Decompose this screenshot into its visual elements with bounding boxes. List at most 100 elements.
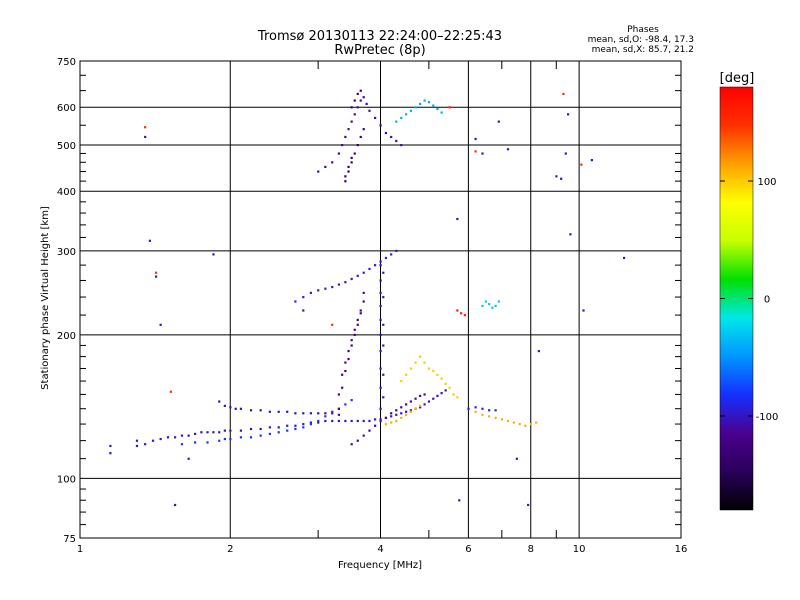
data-point: [350, 120, 353, 123]
data-point: [436, 107, 439, 111]
data-point: [249, 436, 253, 439]
data-point: [294, 300, 297, 303]
data-point: [302, 309, 305, 312]
data-point: [379, 333, 382, 337]
data-point: [400, 416, 403, 419]
data-point: [169, 390, 172, 393]
data-point: [317, 170, 320, 173]
data-point: [463, 314, 466, 317]
data-point: [229, 406, 232, 409]
data-point: [212, 253, 215, 256]
data-point: [535, 421, 538, 424]
data-point: [582, 309, 585, 312]
data-point: [356, 143, 359, 147]
data-point: [390, 135, 393, 139]
data-point: [324, 419, 327, 423]
data-point: [324, 287, 327, 290]
data-point: [344, 403, 347, 406]
data-point: [456, 396, 459, 399]
data-point: [384, 131, 388, 135]
data-point: [317, 421, 320, 424]
data-point: [350, 339, 353, 342]
data-point: [384, 416, 388, 419]
data-point: [382, 296, 385, 299]
y-tick-label: 75: [63, 534, 76, 545]
data-point: [427, 400, 431, 403]
y-tick-label: 750: [57, 57, 76, 68]
data-point: [419, 394, 422, 397]
data-point: [432, 397, 435, 400]
data-point: [379, 349, 382, 353]
data-point: [324, 412, 327, 415]
y-tick-label: 300: [57, 247, 76, 258]
data-point: [384, 423, 388, 426]
data-point: [395, 409, 398, 412]
y-axis-label: Stationary phase Virtual Height [km]: [40, 206, 51, 390]
data-point: [344, 180, 347, 183]
data-point: [440, 111, 443, 114]
data-point: [302, 296, 305, 299]
data-point: [337, 283, 341, 286]
data-point: [374, 116, 377, 120]
data-point: [436, 373, 439, 376]
data-point: [474, 150, 477, 153]
colorbar-tick-label: -100: [756, 412, 779, 423]
data-point: [474, 137, 477, 141]
data-point: [223, 437, 226, 441]
data-point: [460, 312, 463, 315]
data-point: [302, 426, 305, 429]
data-point: [440, 392, 443, 395]
data-point: [194, 441, 197, 444]
data-point: [395, 139, 398, 143]
y-tick-label: 500: [57, 141, 76, 152]
data-point: [159, 323, 162, 326]
data-point: [427, 367, 431, 370]
data-point: [390, 415, 393, 418]
data-point: [229, 437, 232, 441]
data-point: [356, 318, 359, 322]
data-point: [331, 419, 334, 423]
data-point: [350, 106, 353, 109]
data-point: [356, 419, 359, 423]
data-point: [368, 109, 371, 112]
data-point: [344, 419, 347, 423]
data-point: [350, 161, 353, 164]
data-point: [560, 177, 563, 180]
data-point: [384, 256, 388, 260]
data-point: [317, 289, 320, 292]
data-point: [353, 113, 356, 116]
data-point: [362, 128, 365, 131]
data-point: [353, 152, 356, 155]
data-point: [444, 389, 447, 392]
data-point: [481, 407, 484, 410]
data-point: [309, 423, 312, 426]
data-point: [382, 396, 385, 399]
data-point: [395, 419, 398, 423]
data-point: [379, 318, 382, 322]
data-point: [350, 156, 353, 160]
data-point: [239, 407, 243, 410]
colorbar-ticks: 100 0 -100: [720, 177, 778, 423]
data-points: [109, 89, 626, 507]
data-point: [359, 99, 362, 102]
data-point: [419, 355, 422, 358]
data-point: [309, 421, 312, 424]
data-point: [409, 367, 412, 370]
data-point: [400, 406, 403, 409]
data-point: [419, 404, 422, 407]
data-point: [452, 393, 455, 396]
data-point: [436, 394, 439, 397]
data-point: [400, 412, 403, 415]
data-point: [331, 412, 334, 415]
data-point: [294, 412, 297, 415]
data-point: [481, 152, 484, 155]
phases-title: Phases: [627, 25, 659, 35]
x-tick-label: 10: [573, 544, 586, 555]
data-point: [400, 380, 403, 383]
data-point: [390, 253, 393, 256]
data-point: [379, 260, 382, 263]
data-point: [294, 424, 297, 427]
data-point: [347, 349, 350, 353]
x-tick-label: 16: [675, 544, 688, 555]
